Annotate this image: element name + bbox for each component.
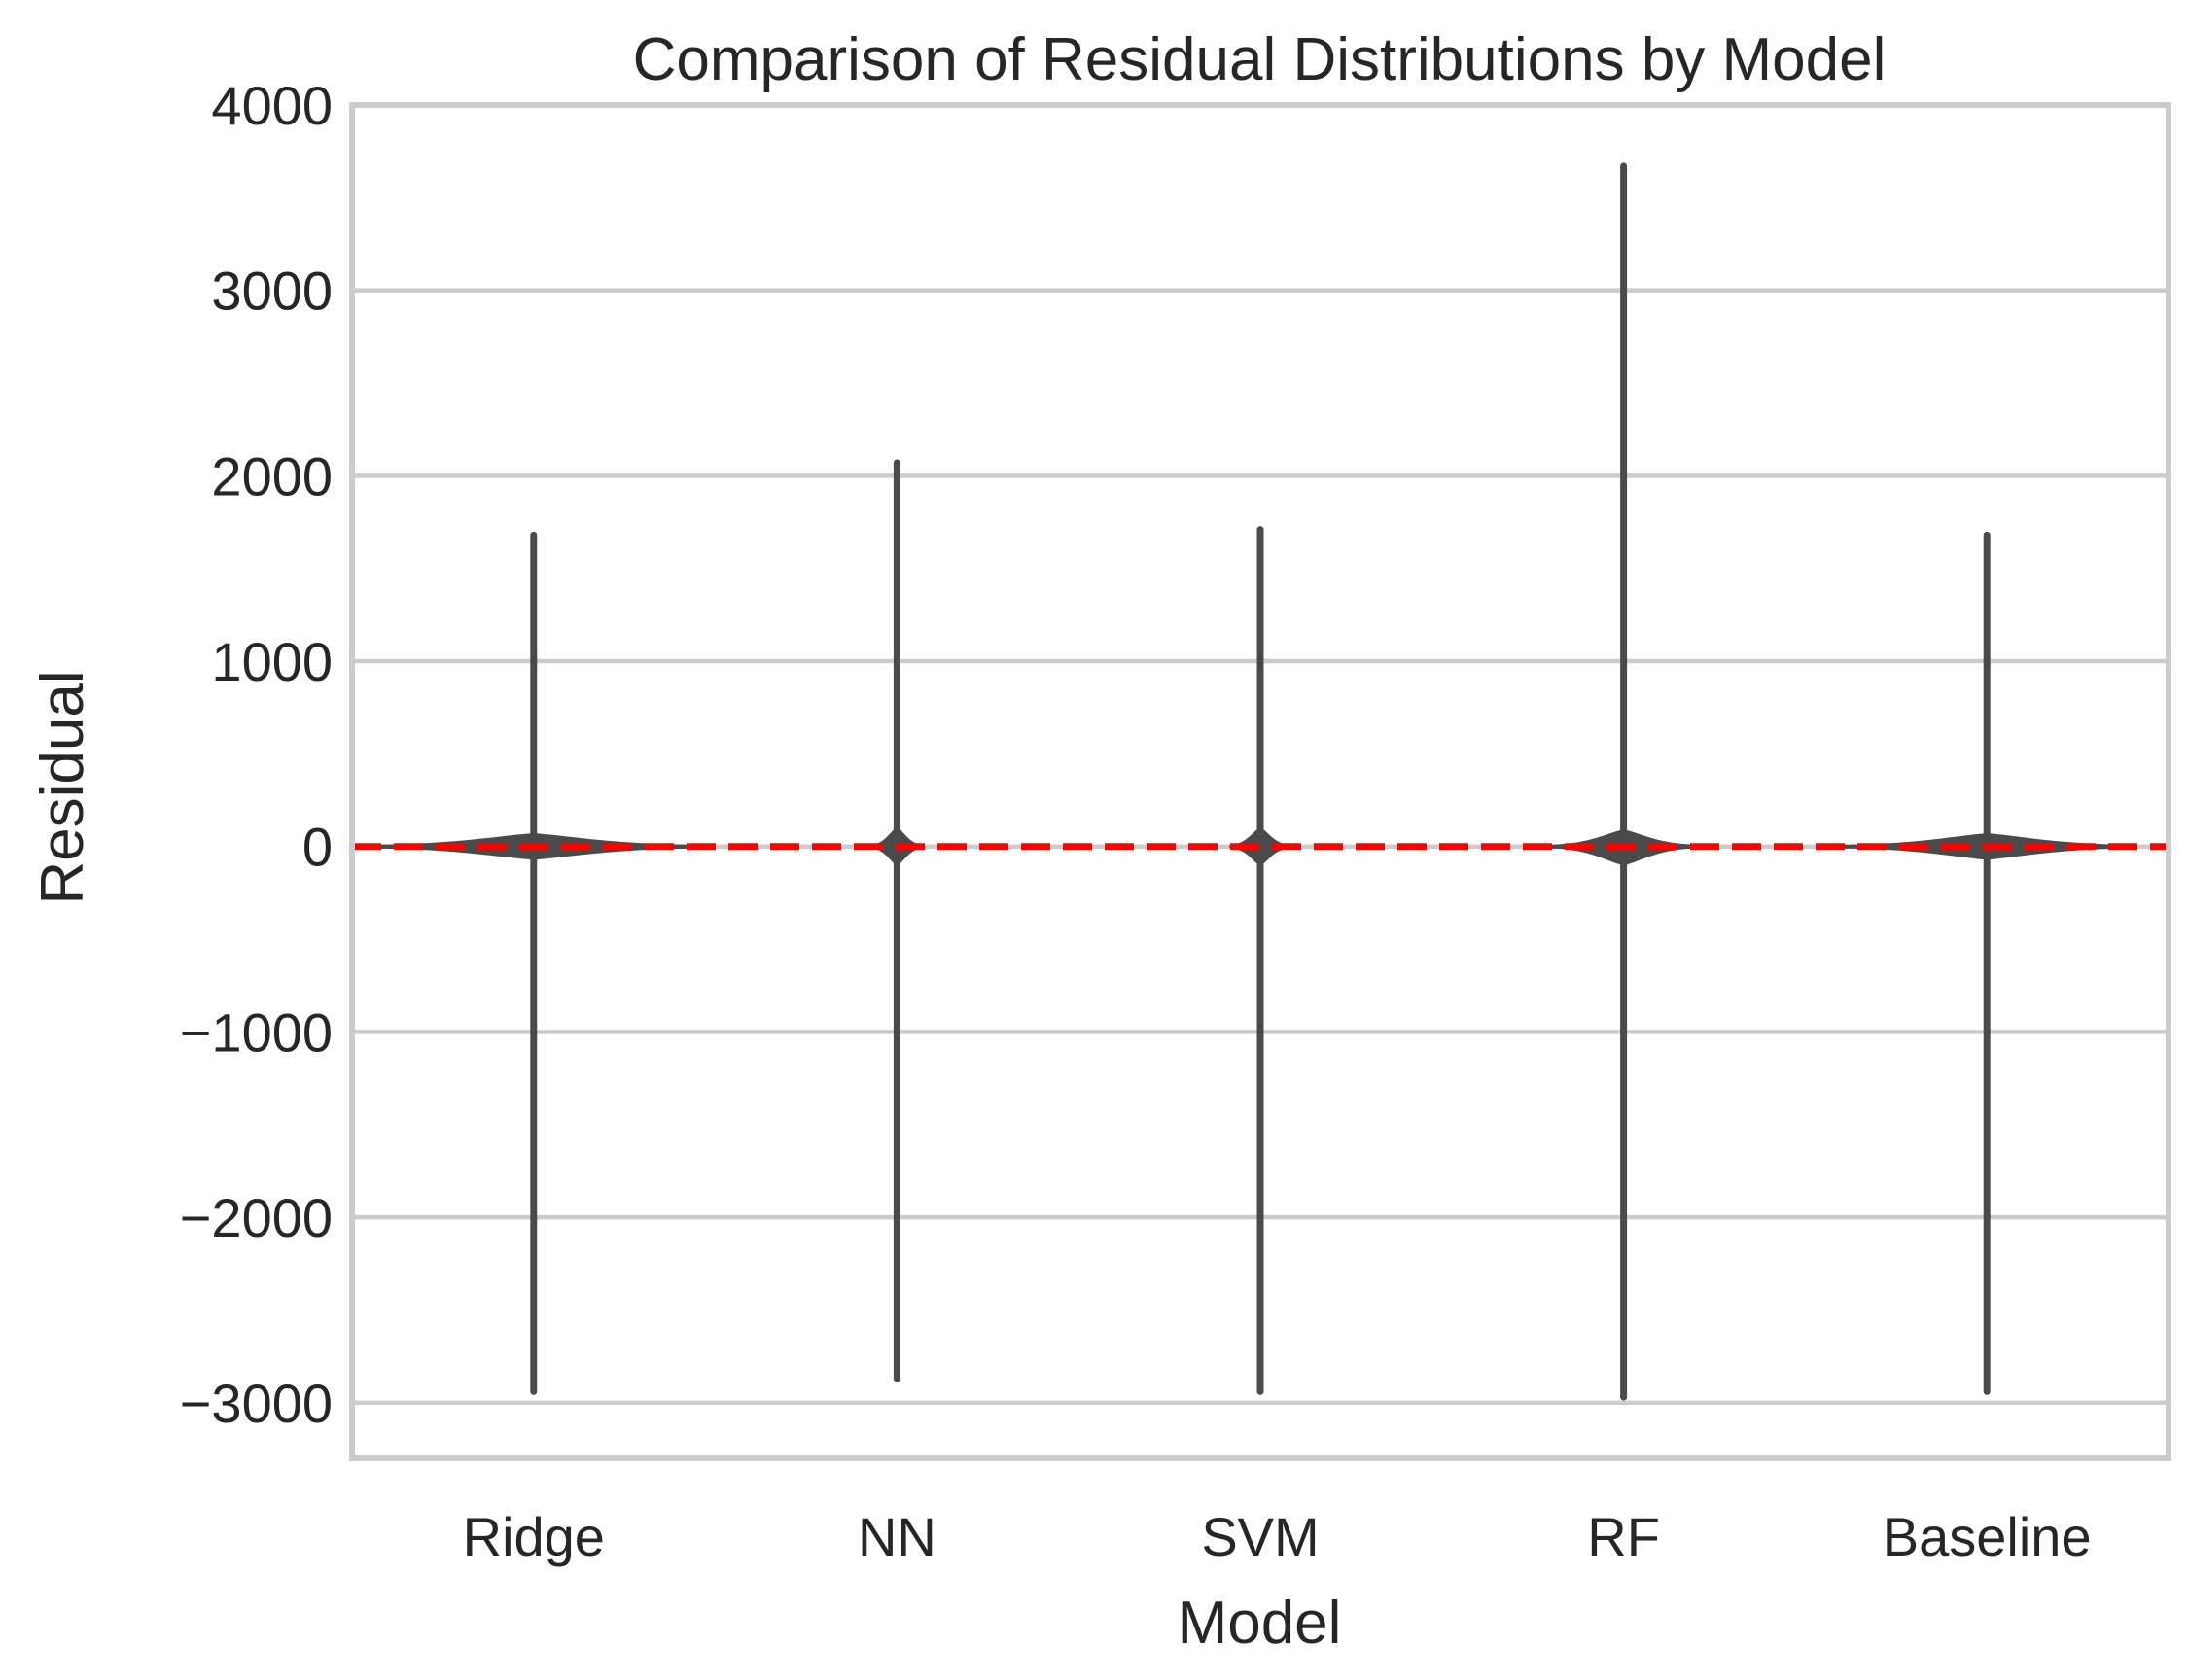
plot-frame bbox=[349, 102, 2171, 1461]
x-axis-label: Model bbox=[1178, 1590, 1342, 1657]
y-tick-label: 3000 bbox=[211, 261, 333, 322]
x-tick-label: RF bbox=[1587, 1506, 1660, 1567]
y-tick-label: 1000 bbox=[211, 631, 333, 692]
chart-title: Comparison of Residual Distributions by … bbox=[633, 26, 1887, 93]
y-tick-label: 0 bbox=[302, 817, 333, 878]
y-tick-label: −3000 bbox=[180, 1373, 333, 1434]
violins bbox=[368, 162, 2135, 1401]
x-tick-label: NN bbox=[858, 1506, 936, 1567]
y-tick-label: 2000 bbox=[211, 445, 333, 507]
y-axis-label: Residual bbox=[29, 670, 96, 904]
y-tick-label: −1000 bbox=[180, 1001, 333, 1063]
x-tick-label: Baseline bbox=[1883, 1506, 2092, 1567]
x-tick-label: SVM bbox=[1201, 1506, 1319, 1567]
x-tick-labels: Ridge NN SVM RF Baseline bbox=[463, 1506, 2092, 1567]
y-tick-label: 4000 bbox=[211, 75, 333, 136]
x-tick-label: Ridge bbox=[463, 1506, 605, 1567]
y-tick-labels: 4000 3000 2000 1000 0 −1000 −2000 −3000 bbox=[180, 75, 333, 1434]
y-tick-label: −2000 bbox=[180, 1187, 333, 1248]
